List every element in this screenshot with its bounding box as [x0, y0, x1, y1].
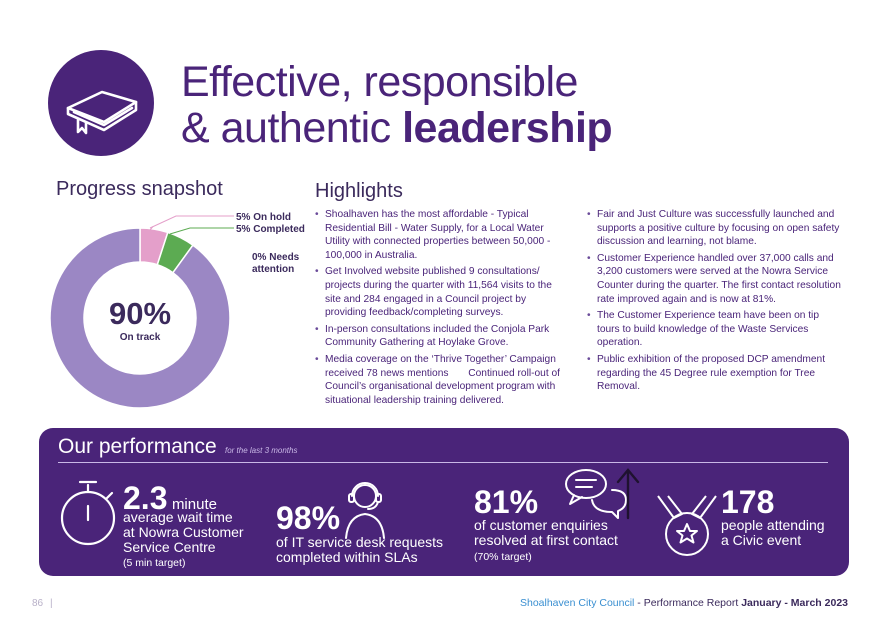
performance-divider: [58, 462, 828, 463]
highlight-item: Get Involved website published 9 consult…: [315, 265, 570, 319]
leader-line-on-hold: [149, 226, 155, 231]
highlights-heading: Highlights: [315, 180, 403, 202]
header-icon-badge: [48, 50, 154, 156]
metric-enquiries-value: 81%: [474, 484, 539, 520]
metric-it-line-2: completed within SLAs: [276, 549, 418, 565]
headset-person-icon: [345, 482, 385, 539]
highlight-item: Shoalhaven has the most affordable - Typ…: [315, 208, 570, 262]
medal-icon: [657, 495, 717, 556]
metric-enquiries-line-2: resolved at first contact: [474, 532, 618, 548]
page-title-line-2: & authentic leadership: [181, 104, 613, 153]
footer-divider: |: [50, 598, 53, 609]
metric-wait-line-3: Service Centre: [123, 539, 216, 555]
highlight-item: Customer Experience handled over 37,000 …: [587, 252, 842, 306]
footer-text: Shoalhaven City Council - Performance Re…: [520, 597, 848, 609]
metric-civic-value: 178: [721, 484, 775, 520]
metric-it-line-1: of IT service desk requests: [276, 534, 444, 550]
progress-heading: Progress snapshot: [56, 178, 223, 200]
metric-wait-line-1: average wait time: [123, 509, 233, 525]
highlights-column-1: Shoalhaven has the most affordable - Typ…: [315, 208, 570, 410]
leader-line-on-hold: [149, 215, 234, 229]
highlight-item: Media coverage on the ‘Thrive Together’ …: [315, 353, 570, 407]
title-emphasis: leadership: [402, 104, 613, 152]
metric-enquiries-description: of customer enquiries resolved at first …: [474, 518, 618, 548]
performance-panel: [39, 428, 849, 576]
title-prefix: & authentic: [181, 104, 403, 152]
progress-donut-chart: [49, 226, 231, 409]
donut-slice-on-track: [49, 227, 231, 409]
metric-wait-headline: 2.3 minute: [123, 480, 217, 517]
metric-it-value: 98%: [276, 500, 341, 536]
performance-subheading: for the last 3 months: [225, 446, 298, 455]
metric-wait-unit: minute: [171, 496, 217, 513]
metric-it-description: of IT service desk requests completed wi…: [276, 535, 443, 565]
donut-center-value: 90%: [108, 296, 172, 331]
performance-heading: Our performance: [58, 435, 217, 458]
footer-report: - Performance Report: [634, 597, 742, 609]
metric-wait-description: average wait time at Nowra Customer Serv…: [123, 510, 244, 555]
leader-line-completed: [169, 227, 234, 235]
footer-period: January - March 2023: [741, 597, 848, 609]
highlight-item: In-person consultations included the Con…: [315, 323, 570, 350]
metric-enquiries-target: (70% target): [474, 551, 532, 563]
metric-civic-line-2: a Civic event: [721, 532, 802, 548]
book-icon: [66, 90, 138, 135]
footer-org: Shoalhaven City Council: [519, 597, 635, 609]
highlight-item: The Customer Experience team have been o…: [587, 309, 842, 350]
metric-civic-description: people attending a Civic event: [721, 518, 825, 548]
metric-civic-line-1: people attending: [721, 517, 825, 533]
metric-wait-target: (5 min target): [123, 557, 186, 569]
legend-on-hold: 5% On hold: [236, 212, 291, 223]
metric-wait-line-2: at Nowra Customer: [123, 524, 244, 540]
highlights-column-2: Fair and Just Culture was successfully l…: [587, 208, 842, 397]
highlight-item: Fair and Just Culture was successfully l…: [587, 208, 842, 249]
stopwatch-icon: [60, 480, 116, 546]
highlight-item: Public exhibition of the proposed DCP am…: [587, 353, 842, 394]
page-number: 86: [32, 598, 44, 609]
donut-center-label: On track: [119, 332, 161, 343]
metric-enquiries-line-1: of customer enquiries: [474, 517, 608, 533]
metric-wait-value: 2.3: [123, 480, 168, 516]
page-title-line-1: Effective, responsible: [181, 58, 578, 106]
legend-needs-attention: 0% Needs attention: [252, 252, 300, 275]
chat-bubbles-icon: [565, 468, 640, 520]
legend-completed: 5% Completed: [236, 224, 305, 235]
